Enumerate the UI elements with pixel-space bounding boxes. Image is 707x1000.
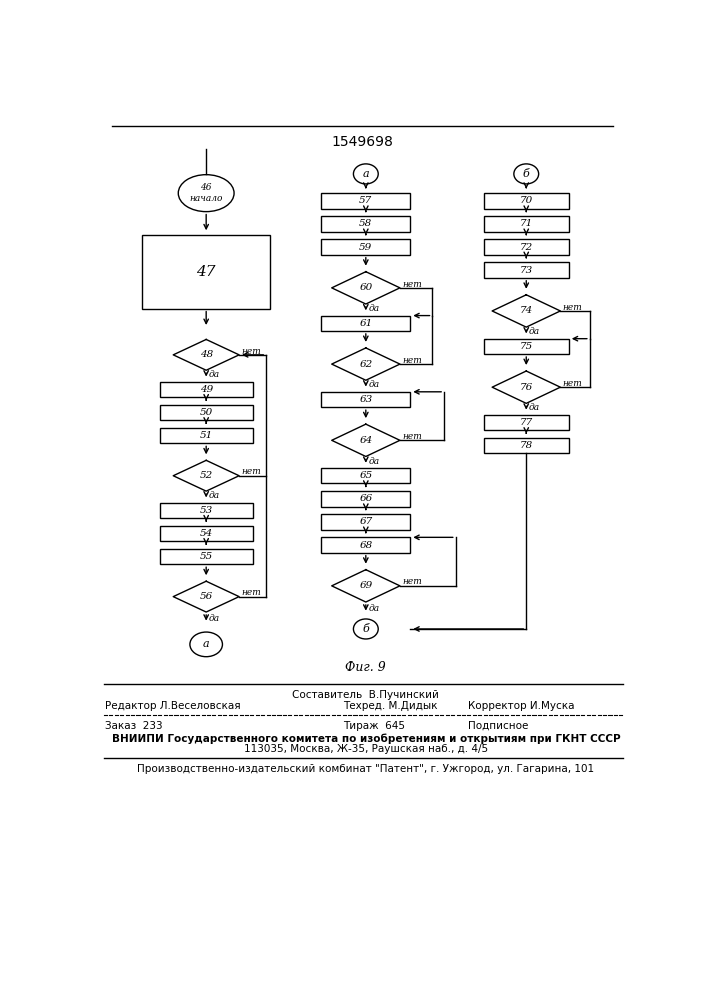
Bar [160,382,252,397]
Text: 61: 61 [359,319,373,328]
Text: 48: 48 [199,350,213,359]
Text: 78: 78 [520,441,533,450]
Text: 56: 56 [199,592,213,601]
Bar [160,503,252,518]
Text: 53: 53 [199,506,213,515]
Text: нет: нет [402,578,422,586]
Bar [160,526,252,541]
Bar [160,549,252,564]
Bar [484,193,569,209]
Text: Тираж  645: Тираж 645 [343,721,404,731]
Bar [321,193,410,209]
Text: нет: нет [402,356,422,365]
Text: 57: 57 [359,196,373,205]
Text: да: да [529,327,539,336]
Text: Заказ  233: Заказ 233 [105,721,163,731]
Text: 72: 72 [520,243,533,252]
Text: Техред. М.Дидык: Техред. М.Дидык [343,701,437,711]
Text: 66: 66 [359,494,373,503]
Text: Редактор Л.Веселовская: Редактор Л.Веселовская [105,701,241,711]
Text: нет: нет [563,379,583,388]
Text: 49: 49 [199,385,213,394]
Bar [484,415,569,430]
Text: 76: 76 [520,383,533,392]
Text: 58: 58 [359,219,373,228]
Bar [484,339,569,354]
Text: 60: 60 [359,283,373,292]
Text: да: да [529,403,539,412]
Text: 73: 73 [520,266,533,275]
Bar [321,239,410,255]
Text: нет: нет [241,467,261,476]
Text: 70: 70 [520,196,533,205]
Bar [321,392,410,407]
Text: 64: 64 [359,436,373,445]
Bar [321,216,410,232]
Text: нет: нет [241,347,261,356]
Text: 74: 74 [520,306,533,315]
Text: Фиг. 9: Фиг. 9 [346,661,386,674]
Text: да: да [368,380,379,389]
Text: 50: 50 [199,408,213,417]
Text: 46
начало: 46 начало [189,183,223,203]
Text: 62: 62 [359,360,373,369]
Bar [321,514,410,530]
Bar [484,239,569,255]
Text: б: б [363,624,369,634]
Bar [484,438,569,453]
Text: 51: 51 [199,431,213,440]
Text: нет: нет [241,588,261,597]
Text: нет: нет [563,303,583,312]
Bar [484,262,569,278]
Bar [321,316,410,331]
Bar [142,235,270,309]
Text: да: да [209,491,220,500]
Text: нет: нет [402,432,422,441]
Text: 55: 55 [199,552,213,561]
Text: 52: 52 [199,471,213,480]
Bar [321,468,410,483]
Text: а: а [203,639,209,649]
Text: да: да [368,304,379,313]
Text: 65: 65 [359,471,373,480]
Text: 1549698: 1549698 [331,135,393,149]
Text: да: да [209,370,220,379]
Text: Составитель  В.Пучинский: Составитель В.Пучинский [293,690,439,700]
Bar [321,491,410,507]
Text: ВНИИПИ Государственного комитета по изобретениям и открытиям при ГКНТ СССР: ВНИИПИ Государственного комитета по изоб… [112,733,620,744]
Text: 113035, Москва, Ж-35, Раушская наб., д. 4/5: 113035, Москва, Ж-35, Раушская наб., д. … [244,744,488,754]
Text: б: б [523,169,530,179]
Text: 77: 77 [520,418,533,427]
Text: 59: 59 [359,243,373,252]
Text: а: а [363,169,369,179]
Text: 47: 47 [197,265,216,279]
Bar [160,428,252,443]
Text: Производственно-издательский комбинат "Патент", г. Ужгород, ул. Гагарина, 101: Производственно-издательский комбинат "П… [137,764,595,774]
Text: да: да [368,604,379,613]
Bar [321,537,410,553]
Text: 63: 63 [359,395,373,404]
Text: 71: 71 [520,219,533,228]
Bar [484,216,569,232]
Text: 75: 75 [520,342,533,351]
Text: да: да [368,457,379,466]
Text: 54: 54 [199,529,213,538]
Text: 69: 69 [359,581,373,590]
Text: 67: 67 [359,517,373,526]
Text: нет: нет [402,280,422,289]
Bar [160,405,252,420]
Text: Корректор И.Муска: Корректор И.Муска [468,701,575,711]
Text: да: да [209,614,220,623]
Text: 68: 68 [359,541,373,550]
Text: Подписное: Подписное [468,721,529,731]
